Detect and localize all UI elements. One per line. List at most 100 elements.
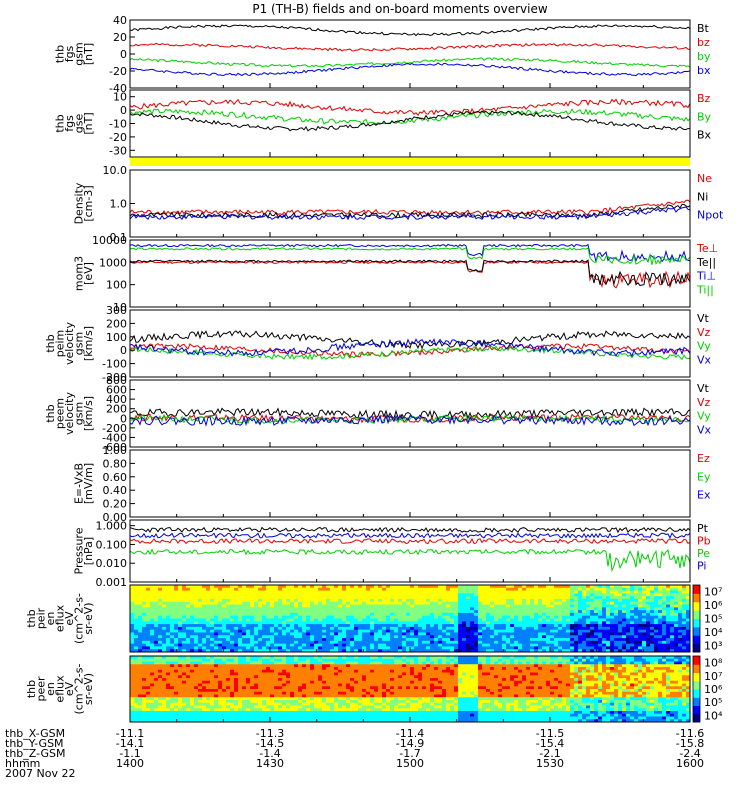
cell (554, 629, 559, 633)
cell (374, 612, 379, 617)
cell (258, 643, 263, 647)
cell (250, 672, 255, 676)
cell (250, 598, 255, 603)
cell (474, 624, 479, 628)
cell (586, 610, 591, 614)
cell (402, 632, 407, 636)
cell (246, 678, 251, 682)
cell (386, 604, 391, 608)
cell (498, 635, 503, 639)
cell (138, 643, 143, 647)
cell (482, 596, 487, 600)
cell (322, 632, 327, 636)
cell (146, 621, 151, 625)
cell (330, 635, 335, 639)
cell (186, 626, 191, 631)
cell (246, 658, 251, 662)
cell (142, 590, 147, 594)
cell (514, 607, 519, 611)
cell (206, 649, 211, 653)
cell (342, 596, 347, 600)
cell (402, 610, 407, 614)
cell (134, 624, 139, 628)
cell (226, 664, 231, 668)
cell (322, 624, 327, 628)
cell (422, 601, 427, 606)
cell (222, 629, 227, 633)
cell (166, 667, 171, 671)
cell (322, 669, 327, 673)
cell (270, 675, 275, 679)
cell (266, 719, 271, 723)
cell (166, 587, 171, 592)
cell (206, 612, 211, 617)
cell (138, 596, 143, 600)
ylabel: thb (44, 334, 57, 352)
cell (222, 593, 227, 597)
cell (358, 587, 363, 592)
cell (158, 683, 163, 687)
cell (474, 590, 479, 594)
cell (614, 624, 619, 628)
cell (166, 700, 171, 704)
cell (234, 598, 239, 603)
cell (294, 615, 299, 619)
cell (230, 705, 235, 709)
cell (646, 629, 651, 633)
cell (662, 587, 667, 592)
cell (298, 615, 303, 619)
cell (202, 680, 207, 684)
cell (554, 596, 559, 600)
cell (314, 593, 319, 597)
cell (322, 689, 327, 693)
cell (166, 615, 171, 619)
cell (198, 646, 203, 650)
cell (434, 638, 439, 642)
cell (262, 635, 267, 639)
cell (254, 680, 259, 684)
cell (150, 669, 155, 673)
cell (330, 664, 335, 668)
ylabel: thb (54, 45, 67, 63)
cell (138, 711, 143, 715)
cell (418, 626, 423, 631)
cell (166, 675, 171, 679)
cell (322, 626, 327, 631)
cell (310, 632, 315, 636)
cell (154, 686, 159, 690)
cell (470, 618, 475, 622)
cell (634, 598, 639, 603)
cell (666, 604, 671, 608)
cell (578, 632, 583, 636)
cell (206, 638, 211, 642)
cell (314, 661, 319, 665)
cell (154, 697, 159, 701)
cell (174, 615, 179, 619)
cell (266, 612, 271, 617)
cell (210, 618, 215, 622)
cell (354, 615, 359, 619)
cell (398, 596, 403, 600)
cell (250, 604, 255, 608)
cell (670, 587, 675, 592)
cell (290, 661, 295, 665)
cell (326, 610, 331, 614)
cell (298, 629, 303, 633)
cell (310, 656, 315, 660)
cell (434, 629, 439, 633)
cell (538, 635, 543, 639)
cell (346, 683, 351, 687)
cell (550, 598, 555, 603)
cell (306, 667, 311, 671)
cell (282, 672, 287, 676)
cell (222, 675, 227, 679)
cell (382, 598, 387, 603)
cell (550, 643, 555, 647)
cell (170, 697, 175, 701)
cell (310, 638, 315, 642)
cell (158, 626, 163, 631)
cell (494, 593, 499, 597)
cell (298, 610, 303, 614)
cell (386, 649, 391, 653)
cell (498, 638, 503, 642)
